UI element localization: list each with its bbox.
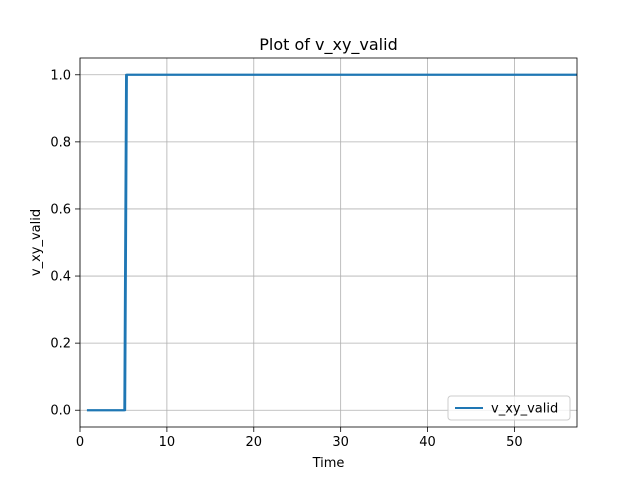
y-tick-label: 0.8 [50,135,71,150]
legend-box [447,395,571,421]
x-tick-label: 40 [419,435,436,450]
x-tick-label: 10 [159,435,176,450]
y-tick-label: 0.4 [50,270,71,285]
plot-frame [79,57,578,428]
x-tick-label: 50 [506,435,523,450]
y-tick-label: 0.2 [50,337,71,352]
x-tick-label: 0 [76,435,84,450]
ticks: 0 10 20 30 40 50 0.0 0.2 0.4 0.6 0.8 1.0 [50,68,522,450]
y-tick-label: 0.6 [50,202,71,217]
grid [79,58,577,427]
x-axis-label: Time [312,456,345,471]
y-tick-label: 0.0 [50,404,71,419]
series-lines [86,73,577,412]
y-axis-label: v_xy_valid [29,209,44,276]
chart-title: Plot of v_xy_valid [259,35,397,55]
legend-label: v_xy_valid [491,402,558,417]
x-tick-label: 30 [332,435,349,450]
x-tick-label: 20 [246,435,263,450]
legend: v_xy_valid [447,395,571,421]
y-tick-label: 1.0 [50,68,71,83]
series-line-1 [86,73,577,412]
